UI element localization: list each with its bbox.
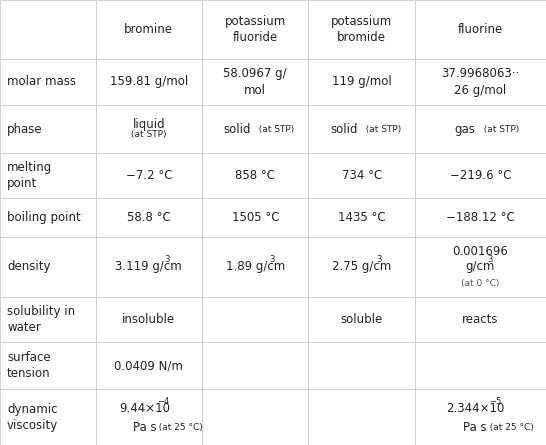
- Bar: [415, 237, 546, 297]
- Bar: [96, 389, 202, 445]
- Text: 3: 3: [270, 255, 275, 264]
- Text: potassium
bromide: potassium bromide: [331, 15, 393, 44]
- Text: solubility in
water: solubility in water: [7, 305, 75, 334]
- Bar: [202, 297, 308, 342]
- Text: (at STP): (at STP): [478, 125, 519, 134]
- Bar: [0, 237, 96, 297]
- Bar: [202, 0, 308, 59]
- Bar: [308, 198, 415, 237]
- Bar: [202, 198, 308, 237]
- Text: dynamic
viscosity: dynamic viscosity: [7, 403, 58, 432]
- Bar: [308, 59, 415, 105]
- Text: 1435 °C: 1435 °C: [338, 211, 385, 224]
- Bar: [0, 297, 96, 342]
- Bar: [415, 105, 546, 154]
- Text: molar mass: molar mass: [7, 76, 76, 89]
- Bar: [308, 154, 415, 198]
- Text: 2.344×10: 2.344×10: [446, 402, 505, 415]
- Bar: [202, 59, 308, 105]
- Text: boiling point: boiling point: [7, 211, 81, 224]
- Bar: [308, 389, 415, 445]
- Text: 0.001696: 0.001696: [453, 245, 508, 258]
- Text: 3: 3: [487, 255, 492, 264]
- Bar: [96, 154, 202, 198]
- Bar: [0, 154, 96, 198]
- Text: (at STP): (at STP): [253, 125, 294, 134]
- Text: potassium
fluoride: potassium fluoride: [224, 15, 286, 44]
- Text: liquid: liquid: [133, 118, 165, 131]
- Text: fluorine: fluorine: [458, 23, 503, 36]
- Text: 734 °C: 734 °C: [342, 170, 382, 182]
- Text: 37.9968063··
26 g/mol: 37.9968063·· 26 g/mol: [441, 67, 520, 97]
- Text: reacts: reacts: [462, 313, 498, 326]
- Bar: [202, 342, 308, 389]
- Text: (at 0 °C): (at 0 °C): [461, 279, 500, 288]
- Text: −5: −5: [489, 397, 501, 406]
- Bar: [415, 389, 546, 445]
- Text: 159.81 g/mol: 159.81 g/mol: [110, 76, 188, 89]
- Text: (at STP): (at STP): [360, 125, 401, 134]
- Text: Pa s: Pa s: [464, 421, 487, 434]
- Bar: [0, 342, 96, 389]
- Bar: [96, 105, 202, 154]
- Bar: [202, 105, 308, 154]
- Text: phase: phase: [7, 123, 43, 136]
- Bar: [96, 198, 202, 237]
- Text: 58.0967 g/
mol: 58.0967 g/ mol: [223, 67, 287, 97]
- Bar: [0, 0, 96, 59]
- Bar: [96, 297, 202, 342]
- Text: Pa s: Pa s: [133, 421, 156, 434]
- Bar: [415, 154, 546, 198]
- Text: solid: solid: [223, 123, 251, 136]
- Text: 3: 3: [376, 255, 382, 264]
- Bar: [415, 59, 546, 105]
- Bar: [96, 342, 202, 389]
- Bar: [308, 105, 415, 154]
- Bar: [0, 105, 96, 154]
- Text: g/cm: g/cm: [466, 260, 495, 273]
- Text: (at 25 °C): (at 25 °C): [484, 423, 533, 432]
- Bar: [96, 237, 202, 297]
- Text: melting
point: melting point: [7, 162, 52, 190]
- Text: gas: gas: [454, 123, 475, 136]
- Text: −4: −4: [157, 397, 170, 406]
- Text: solid: solid: [330, 123, 358, 136]
- Text: −188.12 °C: −188.12 °C: [446, 211, 515, 224]
- Bar: [415, 198, 546, 237]
- Text: insoluble: insoluble: [122, 313, 175, 326]
- Text: surface
tension: surface tension: [7, 351, 51, 380]
- Bar: [0, 389, 96, 445]
- Bar: [308, 0, 415, 59]
- Bar: [96, 59, 202, 105]
- Text: 9.44×10: 9.44×10: [119, 402, 170, 415]
- Bar: [0, 59, 96, 105]
- Text: 119 g/mol: 119 g/mol: [332, 76, 391, 89]
- Text: 3.119 g/cm: 3.119 g/cm: [115, 260, 182, 273]
- Text: 2.75 g/cm: 2.75 g/cm: [332, 260, 391, 273]
- Text: 1505 °C: 1505 °C: [232, 211, 279, 224]
- Text: 3: 3: [165, 255, 170, 264]
- Text: bromine: bromine: [124, 23, 173, 36]
- Text: 58.8 °C: 58.8 °C: [127, 211, 171, 224]
- Text: 1.89 g/cm: 1.89 g/cm: [225, 260, 285, 273]
- Bar: [202, 237, 308, 297]
- Bar: [308, 297, 415, 342]
- Bar: [96, 0, 202, 59]
- Bar: [0, 198, 96, 237]
- Text: −219.6 °C: −219.6 °C: [450, 170, 511, 182]
- Bar: [308, 342, 415, 389]
- Text: 0.0409 N/m: 0.0409 N/m: [114, 359, 183, 372]
- Text: soluble: soluble: [341, 313, 383, 326]
- Bar: [415, 297, 546, 342]
- Bar: [415, 0, 546, 59]
- Bar: [202, 389, 308, 445]
- Text: −7.2 °C: −7.2 °C: [126, 170, 172, 182]
- Bar: [415, 342, 546, 389]
- Text: density: density: [7, 260, 51, 273]
- Text: (at STP): (at STP): [131, 130, 167, 139]
- Text: (at 25 °C): (at 25 °C): [153, 423, 203, 432]
- Text: 858 °C: 858 °C: [235, 170, 275, 182]
- Bar: [202, 154, 308, 198]
- Bar: [308, 237, 415, 297]
